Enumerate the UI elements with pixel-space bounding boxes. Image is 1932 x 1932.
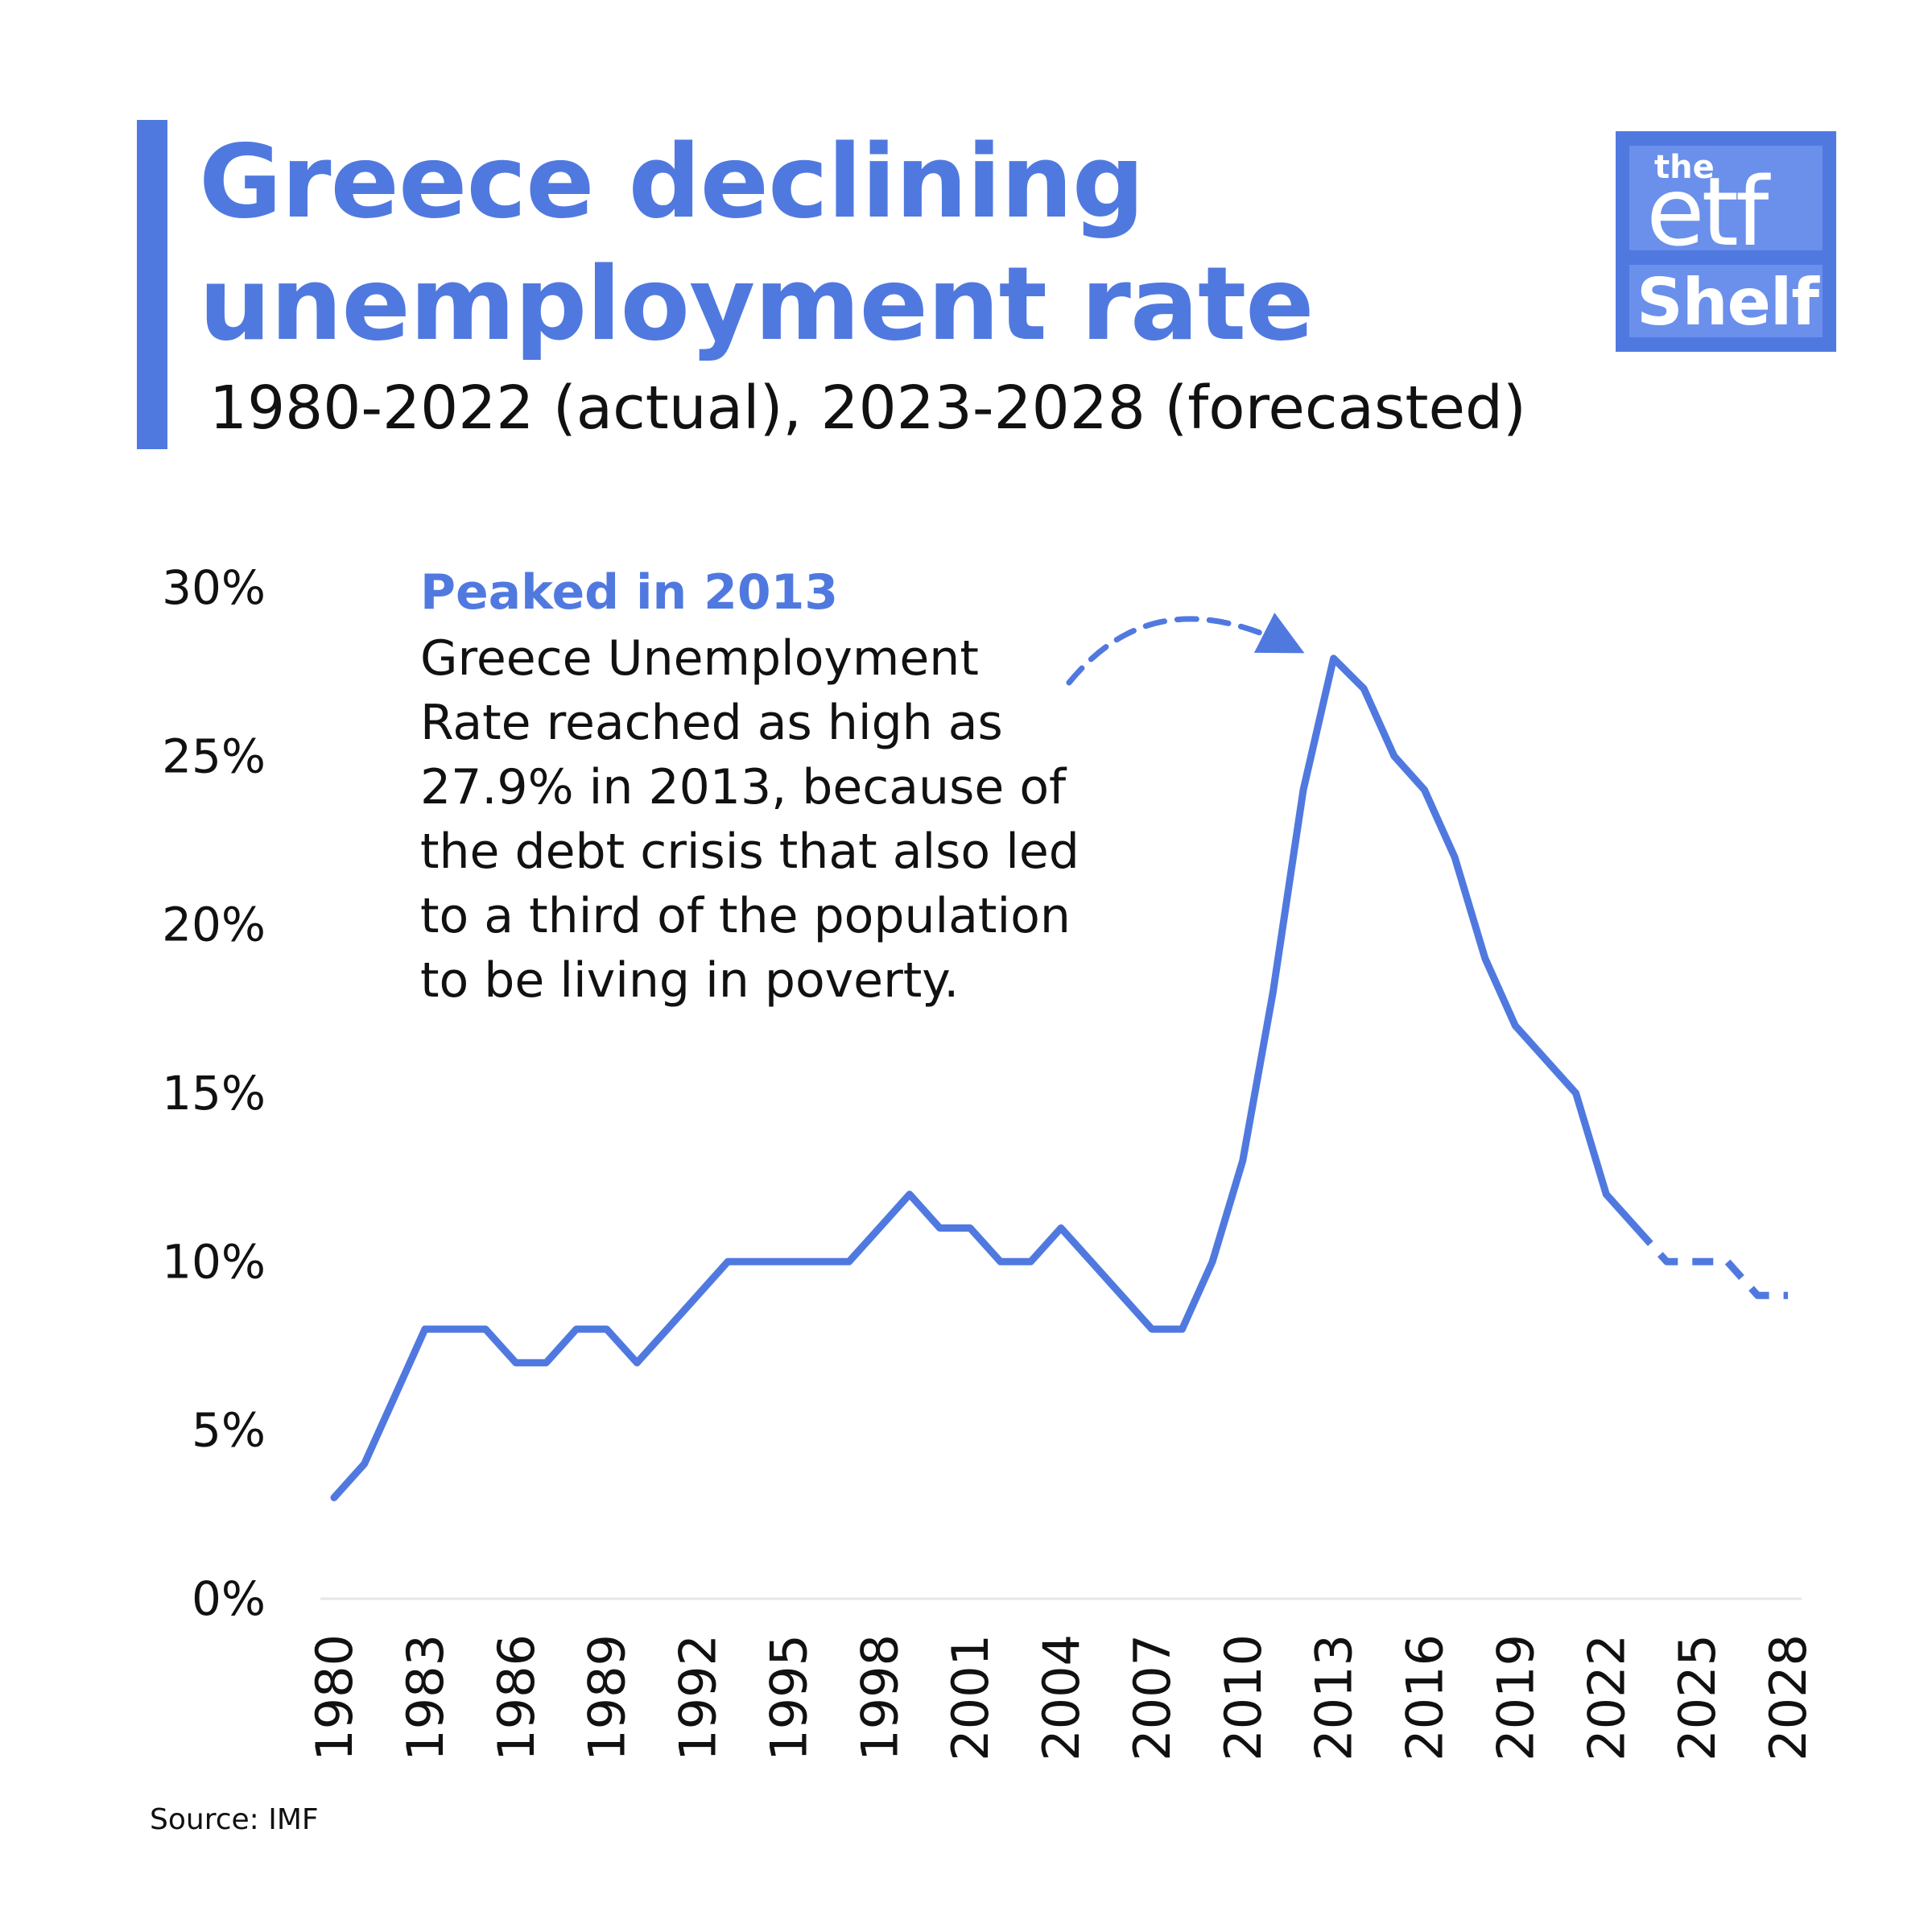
x-tick-label: 1983 <box>396 1634 455 1761</box>
data-point <box>1121 1294 1122 1296</box>
logo-text-the: the <box>1654 149 1715 186</box>
data-point <box>1151 1328 1153 1330</box>
peak-annotation: Peaked in 2013 Greece Unemployment Rate … <box>420 559 1145 1013</box>
y-tick-label: 20% <box>162 898 266 952</box>
data-point <box>1666 1261 1668 1262</box>
x-tick-label: 2007 <box>1123 1634 1182 1761</box>
data-point <box>364 1463 365 1465</box>
chart-title-line-1: Greece declining <box>199 122 1145 241</box>
data-point <box>878 1227 880 1228</box>
x-tick-label: 2001 <box>941 1634 1000 1761</box>
data-point <box>1757 1294 1758 1296</box>
x-tick-label: 1992 <box>669 1634 728 1761</box>
series-layer <box>330 654 1789 1501</box>
data-point <box>455 1328 456 1330</box>
data-point <box>333 1496 335 1498</box>
logo-top-panel <box>1629 146 1823 250</box>
data-point <box>667 1328 668 1330</box>
data-point <box>818 1261 819 1262</box>
data-point <box>1727 1261 1728 1262</box>
data-point <box>1393 755 1395 757</box>
data-point <box>1182 1328 1183 1330</box>
data-point <box>1333 658 1335 659</box>
data-point <box>1000 1261 1001 1262</box>
actual-series-line <box>330 654 1641 1501</box>
data-point <box>909 1194 910 1195</box>
data-point <box>1060 1227 1062 1228</box>
annotation-heading: Peaked in 2013 <box>420 564 839 621</box>
data-point <box>1514 1025 1516 1026</box>
data-point <box>758 1261 759 1262</box>
x-tick-label: 1998 <box>850 1634 909 1761</box>
source-note: Source: IMF <box>150 1803 319 1836</box>
data-point <box>485 1328 486 1330</box>
x-tick-label: 2016 <box>1396 1634 1455 1761</box>
data-point <box>727 1261 729 1262</box>
data-point <box>394 1396 395 1397</box>
chart-title: Greece declining unemployment rate <box>199 121 1567 365</box>
x-tick-label: 2004 <box>1032 1634 1091 1761</box>
forecast-series-line <box>1633 1225 1788 1299</box>
data-point <box>1212 1261 1213 1262</box>
data-point <box>1091 1261 1092 1262</box>
data-point <box>1484 958 1486 960</box>
data-point <box>1575 1092 1577 1094</box>
data-point <box>1242 1160 1244 1162</box>
data-point <box>697 1294 699 1296</box>
data-point <box>1605 1194 1607 1195</box>
x-tick-label: 1980 <box>305 1634 364 1761</box>
chart-title-line-2: unemployment rate <box>199 245 1315 363</box>
data-point <box>969 1227 971 1228</box>
y-tick-label: 30% <box>162 560 266 615</box>
data-point <box>636 1362 638 1364</box>
x-tick-label: 2010 <box>1214 1634 1273 1761</box>
data-point <box>1696 1261 1698 1262</box>
x-axis: 1980 1983 1986 1989 1992 1995 1998 2001 2004 2007… <box>305 1597 1818 1761</box>
data-point <box>1030 1261 1031 1262</box>
y-axis: 0% 5% 10% 15% 20% 25% 30% <box>162 560 266 1626</box>
data-point <box>1424 789 1426 791</box>
data-point <box>1545 1059 1546 1060</box>
logo-bottom-panel <box>1629 265 1823 337</box>
data-point <box>576 1328 577 1330</box>
logo-text-shelf: Shelf <box>1637 265 1819 340</box>
data-point <box>939 1227 941 1228</box>
logo-text-etf: etf <box>1646 156 1769 267</box>
y-tick-label: 15% <box>162 1066 266 1121</box>
data-point <box>787 1261 789 1262</box>
data-point <box>1454 857 1455 858</box>
etf-shelf-logo: the etf Shelf <box>1616 131 1836 352</box>
y-tick-label: 5% <box>192 1403 266 1458</box>
y-tick-label: 0% <box>192 1571 266 1626</box>
data-point <box>848 1261 850 1262</box>
data-point <box>1363 688 1364 690</box>
data-point <box>1787 1294 1789 1296</box>
chart-subtitle: 1980-2022 (actual), 2023-2028 (forecaste… <box>209 374 1526 443</box>
data-point <box>1272 991 1274 993</box>
data-point <box>424 1328 426 1330</box>
data-point <box>606 1328 608 1330</box>
x-tick-label: 2022 <box>1577 1634 1636 1761</box>
annotation-arrow <box>1066 613 1305 686</box>
x-tick-label: 2013 <box>1305 1634 1364 1761</box>
data-point <box>545 1362 547 1364</box>
title-accent-bar <box>137 120 167 449</box>
x-tick-label: 2019 <box>1486 1634 1545 1761</box>
data-point <box>1302 789 1304 791</box>
data-point <box>515 1362 517 1364</box>
x-tick-label: 2028 <box>1759 1634 1818 1761</box>
y-tick-label: 25% <box>162 729 266 783</box>
annotation-body: Greece Unemployment Rate reached as high… <box>420 630 1080 1009</box>
data-point <box>1636 1227 1637 1228</box>
x-tick-label: 1995 <box>759 1634 818 1761</box>
x-tick-label: 1989 <box>578 1634 637 1761</box>
y-tick-label: 10% <box>162 1234 266 1289</box>
x-tick-label: 2025 <box>1668 1634 1727 1761</box>
x-tick-label: 1986 <box>487 1634 546 1761</box>
